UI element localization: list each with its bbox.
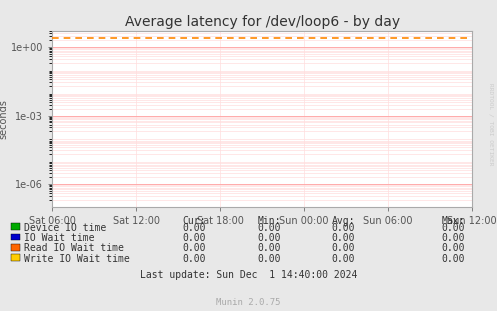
Text: Write IO Wait time: Write IO Wait time [24, 254, 130, 264]
Text: 0.00: 0.00 [441, 244, 465, 253]
Y-axis label: seconds: seconds [0, 99, 8, 139]
Text: 0.00: 0.00 [183, 244, 206, 253]
Text: Device IO time: Device IO time [24, 223, 106, 233]
Text: Max:: Max: [441, 216, 465, 226]
Text: 0.00: 0.00 [183, 223, 206, 233]
Text: Avg:: Avg: [332, 216, 355, 226]
Text: 0.00: 0.00 [183, 254, 206, 264]
Text: RRDTOOL / TOBI OETIKER: RRDTOOL / TOBI OETIKER [489, 83, 494, 166]
Text: 0.00: 0.00 [257, 223, 281, 233]
Text: 0.00: 0.00 [441, 254, 465, 264]
Text: 0.00: 0.00 [332, 233, 355, 243]
Text: 0.00: 0.00 [332, 223, 355, 233]
Text: 0.00: 0.00 [332, 244, 355, 253]
Text: 0.00: 0.00 [257, 244, 281, 253]
Text: 0.00: 0.00 [257, 233, 281, 243]
Text: Min:: Min: [257, 216, 281, 226]
Text: 0.00: 0.00 [183, 233, 206, 243]
Text: 0.00: 0.00 [257, 254, 281, 264]
Text: 0.00: 0.00 [332, 254, 355, 264]
Text: IO Wait time: IO Wait time [24, 233, 94, 243]
Title: Average latency for /dev/loop6 - by day: Average latency for /dev/loop6 - by day [125, 15, 400, 29]
Text: Last update: Sun Dec  1 14:40:00 2024: Last update: Sun Dec 1 14:40:00 2024 [140, 270, 357, 280]
Text: Munin 2.0.75: Munin 2.0.75 [216, 298, 281, 307]
Text: Cur:: Cur: [183, 216, 206, 226]
Text: Read IO Wait time: Read IO Wait time [24, 244, 124, 253]
Text: 0.00: 0.00 [441, 223, 465, 233]
Text: 0.00: 0.00 [441, 233, 465, 243]
